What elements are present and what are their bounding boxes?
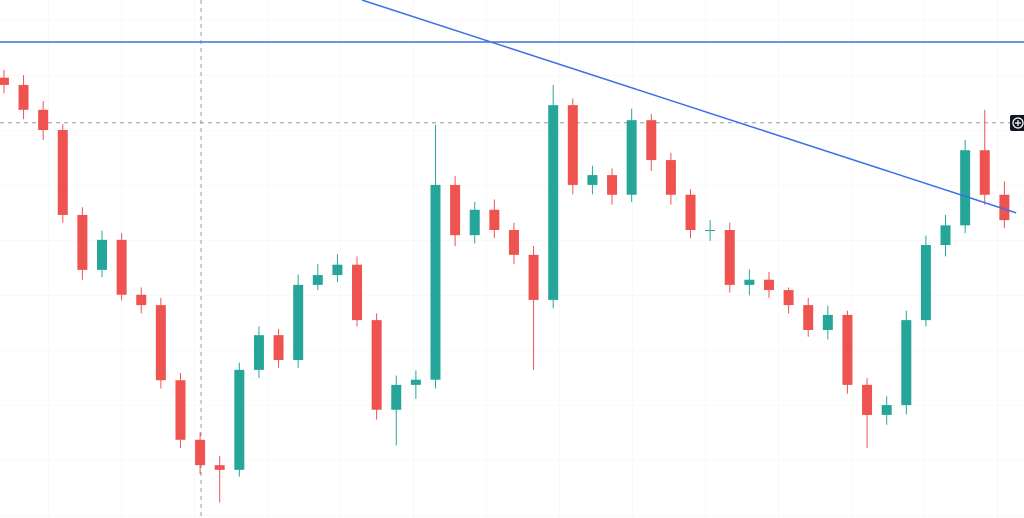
candle-body	[685, 194, 696, 230]
candle-body	[18, 84, 29, 110]
candle-body	[38, 109, 49, 131]
candle-body	[57, 130, 68, 215]
candle-body	[469, 209, 480, 236]
candle-body	[293, 284, 304, 361]
candle-body	[607, 175, 618, 195]
candle-body	[979, 150, 990, 195]
candle-body	[842, 314, 853, 385]
candle-body	[0, 77, 9, 85]
candle-body	[862, 384, 873, 415]
candle-body	[116, 239, 127, 295]
candle-body	[901, 320, 912, 406]
candle-body	[744, 279, 755, 285]
candle-body	[352, 264, 363, 321]
candle-body	[253, 335, 264, 370]
candle-body	[508, 229, 519, 255]
candle-body	[155, 305, 166, 381]
candle-body	[312, 275, 323, 285]
candle-body	[371, 320, 382, 410]
candle-body	[960, 150, 971, 226]
trend-line	[361, 0, 1017, 214]
candle-body	[77, 214, 88, 270]
candle-body	[567, 105, 578, 185]
candle-body	[646, 120, 657, 161]
candle-body	[920, 245, 931, 321]
candle-body	[724, 229, 735, 285]
candle-body	[234, 369, 245, 470]
candle-body	[391, 384, 402, 410]
candle-body	[528, 254, 539, 300]
candle-body	[489, 209, 500, 230]
candle-body	[273, 335, 284, 361]
candle-body	[548, 105, 559, 300]
candle-body	[587, 175, 598, 185]
candle-body	[136, 294, 147, 306]
candle-body	[450, 184, 461, 236]
candle-body	[940, 225, 951, 246]
candle-body	[803, 305, 814, 330]
candle-body	[175, 380, 186, 440]
candle-body	[705, 229, 716, 231]
candle-body	[822, 314, 833, 330]
candle-body	[214, 465, 225, 470]
candle-body	[881, 405, 892, 415]
candle-body	[999, 194, 1010, 221]
candle-body	[195, 439, 206, 466]
candle-body	[783, 290, 794, 306]
candle-body	[332, 264, 343, 276]
candle-body	[430, 184, 441, 380]
candle-body	[97, 239, 108, 270]
candle-body	[410, 379, 421, 385]
plus-button[interactable]	[1010, 115, 1024, 131]
candle-body	[665, 160, 676, 195]
candle-body	[763, 279, 774, 291]
candle-body	[626, 120, 637, 195]
